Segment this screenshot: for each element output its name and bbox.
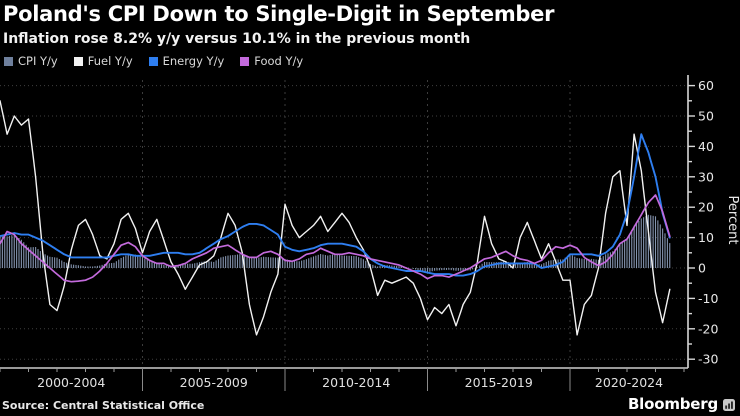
legend-swatch-cpi-y-y [4,56,13,66]
x-period-label: 2010-2014 [322,375,390,390]
y-tick-label: -20 [698,321,718,336]
chart-legend: CPI Y/y Fuel Y/y Energy Y/y Food Y/y [4,54,303,68]
y-tick-label: 10 [698,230,714,245]
y-tick-label: 60 [698,78,714,93]
fuel-y-y-line [0,100,671,336]
y-tick-label: 30 [698,169,714,184]
v-gridlines [142,80,571,368]
x-period-label: 2020-2024 [595,375,663,390]
legend-item-food-y-y: Food Y/y [240,54,303,68]
legend-item-cpi-y-y: CPI Y/y [4,54,58,68]
legend-swatch-food-y-y [240,56,250,66]
legend-swatch-fuel-y-y [73,56,83,66]
y-tick-label: -10 [698,291,718,306]
legend-label-food-y-y: Food Y/y [254,54,304,68]
y-tick-label: 0 [698,261,706,276]
y-axis: -30 -20 -10 0 10 20 30 40 50 60 [687,75,718,368]
source-attribution: Source: Central Statistical Office [2,399,205,412]
chart-subtitle: Inflation rose 8.2% y/y versus 10.1% in … [3,31,471,47]
x-period-label: 2000-2004 [37,375,105,390]
page-title: Poland's CPI Down to Single-Digit in Sep… [3,2,555,26]
x-axis: 2000-2004 2005-2009 2010-2014 2015-2019 2020… [0,367,688,391]
chart-plot-area: -30 -20 -10 0 10 20 30 40 50 60 2000-2004 2005-2009… [0,75,718,391]
legend-item-energy-y-y: Energy Y/y [148,54,225,68]
y-tick-label: 50 [698,109,714,124]
y-tick-label: 20 [698,200,714,215]
x-period-label: 2015-2019 [465,375,533,390]
legend-label-energy-y-y: Energy Y/y [162,54,225,68]
y-axis-title: Percent [725,195,740,245]
bloomberg-wordmark: Bloomberg [627,395,718,413]
y-tick-label: 40 [698,139,714,154]
y-tick-label: -30 [698,352,718,367]
h-gridlines [0,85,688,360]
legend-item-fuel-y-y: Fuel Y/y [73,54,133,68]
legend-label-fuel-y-y: Fuel Y/y [87,54,133,68]
food-y-y-line [0,194,671,283]
bloomberg-chart-icon [723,399,735,411]
legend-swatch-energy-y-y [148,56,158,66]
legend-label-cpi-y-y: CPI Y/y [18,54,58,68]
bloomberg-logo: Bloomberg [628,395,735,413]
cpi-bars [0,214,671,273]
x-period-label: 2005-2009 [180,375,248,390]
